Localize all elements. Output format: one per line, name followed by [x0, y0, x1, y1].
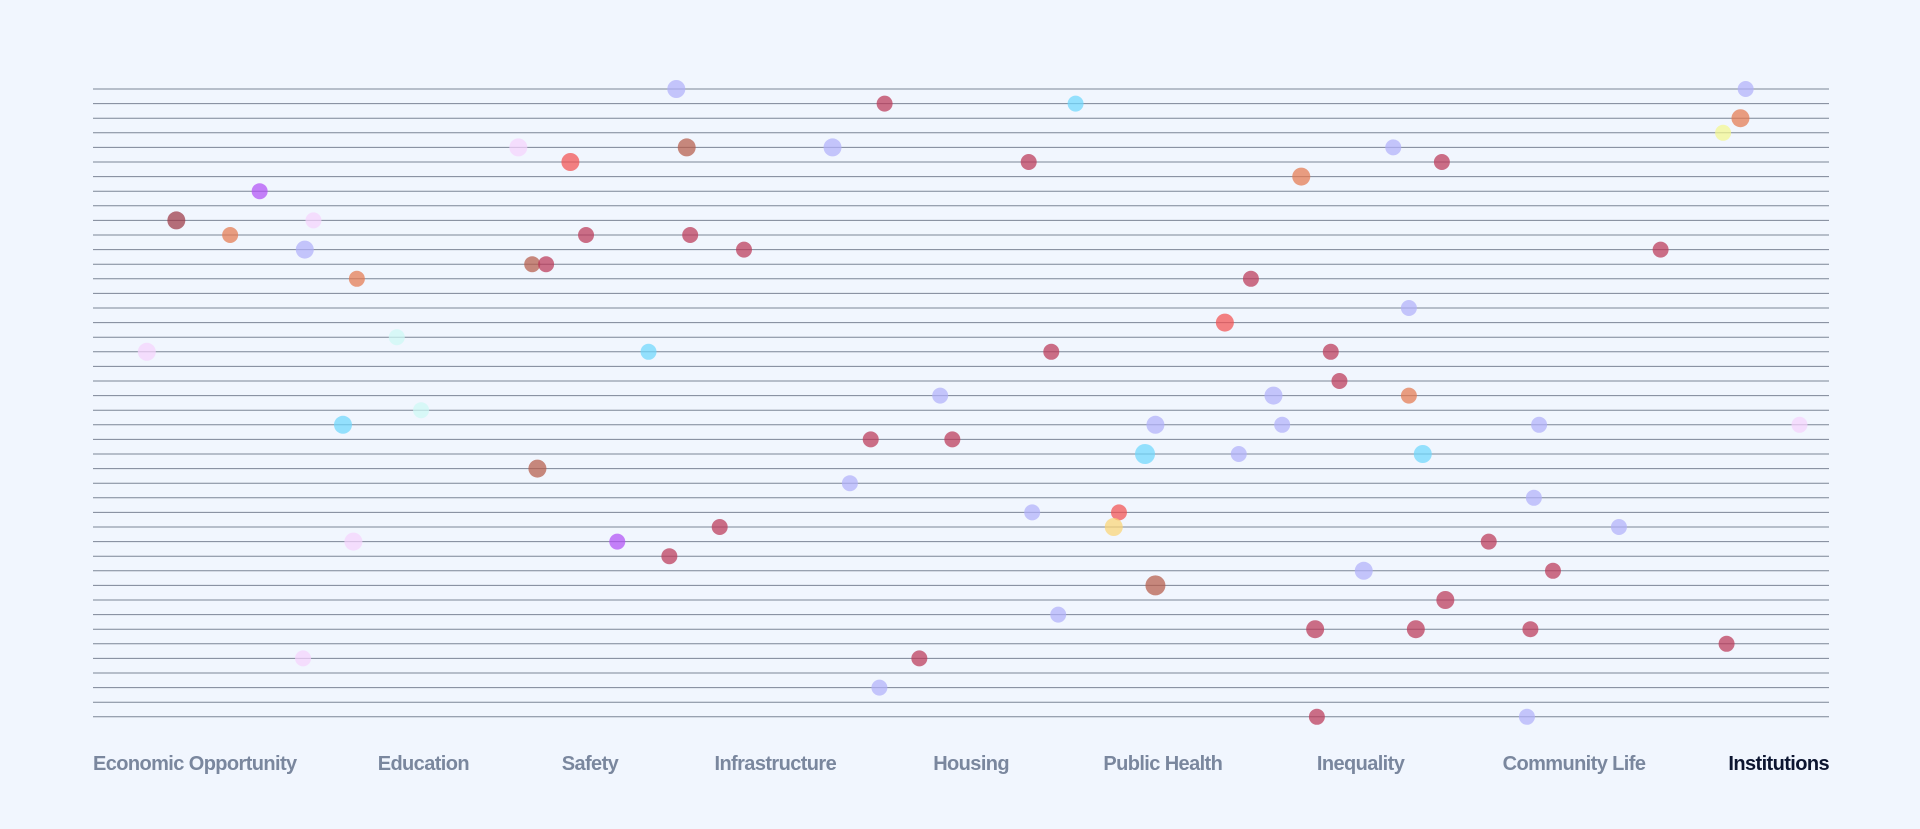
gridlines — [93, 88, 1829, 718]
data-point[interactable] — [1215, 313, 1234, 332]
data-point[interactable] — [1400, 387, 1417, 404]
data-point[interactable] — [911, 650, 928, 667]
data-point[interactable] — [841, 475, 858, 492]
data-point[interactable] — [661, 548, 678, 565]
data-point[interactable] — [1413, 445, 1432, 463]
data-point[interactable] — [1274, 416, 1291, 433]
data-point[interactable] — [222, 227, 239, 243]
data-point[interactable] — [1731, 109, 1750, 128]
category-label[interactable]: Public Health — [1103, 753, 1222, 775]
data-point[interactable] — [1264, 386, 1283, 405]
data-points — [137, 80, 1808, 725]
category-label[interactable]: Community Life — [1503, 753, 1647, 775]
data-point[interactable] — [1737, 81, 1754, 97]
data-point[interactable] — [167, 211, 186, 230]
data-point[interactable] — [1308, 708, 1325, 725]
data-point[interactable] — [1718, 635, 1735, 652]
data-point[interactable] — [1385, 139, 1402, 156]
category-labels: Economic Opportunity Education Safety Infra… — [93, 753, 1830, 775]
data-point[interactable] — [1531, 416, 1548, 433]
category-label[interactable]: Economic Opportunity — [93, 753, 299, 775]
data-point[interactable] — [609, 533, 626, 550]
data-point[interactable] — [1242, 270, 1259, 287]
data-point[interactable] — [1292, 167, 1311, 186]
data-point[interactable] — [640, 343, 657, 360]
data-point[interactable] — [295, 240, 314, 259]
data-point[interactable] — [1610, 519, 1627, 535]
data-point[interactable] — [1406, 620, 1425, 639]
data-point[interactable] — [578, 227, 595, 243]
data-point[interactable] — [528, 459, 547, 478]
data-point[interactable] — [1791, 416, 1808, 433]
data-point[interactable] — [1354, 561, 1373, 580]
data-point[interactable] — [736, 241, 752, 258]
data-point[interactable] — [137, 342, 156, 361]
data-point[interactable] — [871, 679, 888, 696]
data-point[interactable] — [524, 256, 541, 273]
data-point[interactable] — [682, 227, 699, 243]
data-point[interactable] — [295, 650, 312, 667]
data-point[interactable] — [509, 138, 528, 157]
data-point[interactable] — [251, 183, 268, 200]
data-point[interactable] — [1135, 444, 1156, 464]
data-point[interactable] — [1715, 124, 1732, 141]
data-point[interactable] — [538, 256, 555, 273]
data-point[interactable] — [1043, 343, 1060, 360]
data-point[interactable] — [1518, 708, 1535, 725]
data-point[interactable] — [677, 138, 696, 157]
data-point[interactable] — [1104, 518, 1123, 536]
data-point[interactable] — [1110, 504, 1127, 521]
data-point[interactable] — [1050, 606, 1067, 623]
category-label[interactable]: Safety — [562, 753, 621, 775]
data-point[interactable] — [1433, 154, 1450, 170]
data-point[interactable] — [876, 95, 893, 112]
data-point[interactable] — [1525, 489, 1542, 506]
category-label[interactable]: Institutions — [1728, 753, 1830, 775]
category-label[interactable]: Education — [378, 753, 470, 775]
data-point[interactable] — [1480, 533, 1497, 550]
data-point[interactable] — [932, 387, 949, 404]
data-point[interactable] — [388, 329, 405, 346]
data-point[interactable] — [561, 153, 580, 171]
data-point[interactable] — [333, 415, 352, 434]
data-point[interactable] — [1436, 591, 1455, 609]
data-point[interactable] — [1652, 241, 1669, 258]
category-label[interactable]: Inequality — [1317, 753, 1406, 775]
data-point[interactable] — [1230, 446, 1247, 462]
data-point[interactable] — [823, 138, 842, 157]
data-point[interactable] — [1067, 95, 1084, 112]
data-point[interactable] — [1020, 154, 1037, 170]
data-point[interactable] — [1522, 621, 1539, 638]
category-label[interactable]: Infrastructure — [714, 753, 837, 775]
data-point[interactable] — [1024, 504, 1041, 521]
data-point[interactable] — [344, 532, 363, 551]
data-point[interactable] — [1306, 620, 1325, 639]
data-point[interactable] — [944, 431, 961, 448]
category-label[interactable]: Housing — [933, 753, 1009, 775]
data-point[interactable] — [711, 519, 728, 535]
data-point[interactable] — [305, 212, 322, 229]
data-point[interactable] — [1146, 415, 1165, 434]
data-point[interactable] — [862, 431, 879, 448]
data-point[interactable] — [413, 402, 430, 419]
data-point[interactable] — [1145, 575, 1166, 596]
data-point[interactable] — [348, 270, 365, 287]
data-point[interactable] — [1331, 373, 1348, 389]
data-point[interactable] — [667, 80, 686, 98]
data-point[interactable] — [1322, 343, 1339, 360]
data-point[interactable] — [1400, 300, 1417, 316]
data-point[interactable] — [1544, 562, 1561, 579]
